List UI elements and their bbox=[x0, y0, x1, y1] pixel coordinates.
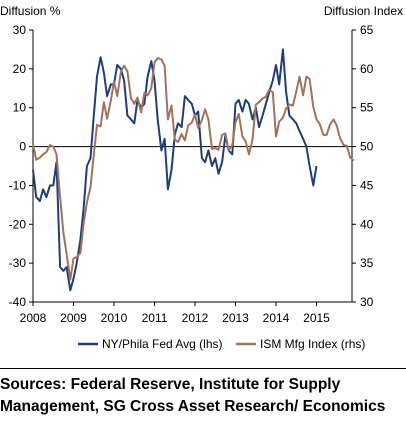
y-right-tick-label: 50 bbox=[360, 140, 374, 154]
y-right-tick-label: 65 bbox=[360, 23, 374, 37]
y-right-tick-label: 30 bbox=[360, 295, 374, 309]
y-right-tick-label: 35 bbox=[360, 256, 374, 270]
y-right-tick-label: 45 bbox=[360, 178, 374, 192]
x-tick-label: 2012 bbox=[182, 311, 209, 325]
y-left-tick-label: -20 bbox=[9, 217, 27, 231]
chart: Diffusion % Diffusion Index 30 20 10 0 -10 -20-… bbox=[0, 4, 403, 351]
legend-label-1: NY/Phila Fed Avg (lhs) bbox=[102, 337, 223, 351]
y-left-tick-label: -40 bbox=[9, 295, 27, 309]
y-left-tick-label: 0 bbox=[19, 140, 26, 154]
series-line-1 bbox=[32, 48, 318, 292]
x-tick-label: 2013 bbox=[222, 311, 249, 325]
x-tick-label: 2014 bbox=[263, 311, 290, 325]
legend-label-2: ISM Mfg Index (rhs) bbox=[260, 337, 365, 351]
y-left-tick-label: 20 bbox=[13, 62, 27, 76]
x-tick-label: 2011 bbox=[142, 311, 168, 325]
series-line-2 bbox=[32, 57, 355, 281]
y-right-tick-label: 60 bbox=[360, 62, 374, 76]
x-tick-label: 2010 bbox=[101, 311, 128, 325]
x-tick-label: 2015 bbox=[303, 311, 330, 325]
y-left-tick-label: -30 bbox=[9, 256, 27, 270]
y-left-tick-label: 10 bbox=[13, 101, 27, 115]
source-divider bbox=[0, 368, 406, 369]
right-axis-title: Diffusion Index bbox=[324, 4, 403, 18]
y-left-tick-label: 30 bbox=[13, 23, 27, 37]
x-tick-label: 2009 bbox=[60, 311, 87, 325]
chart-svg: Diffusion % Diffusion Index3020100-10-20-… bbox=[0, 4, 403, 351]
source-note: Sources: Federal Reserve, Institute for … bbox=[0, 376, 386, 415]
left-axis-title: Diffusion % bbox=[0, 4, 61, 18]
x-tick-label: 2008 bbox=[20, 311, 47, 325]
y-right-tick-label: 40 bbox=[360, 217, 374, 231]
y-right-tick-label: 55 bbox=[360, 101, 374, 115]
y-left-tick-label: -10 bbox=[9, 178, 27, 192]
